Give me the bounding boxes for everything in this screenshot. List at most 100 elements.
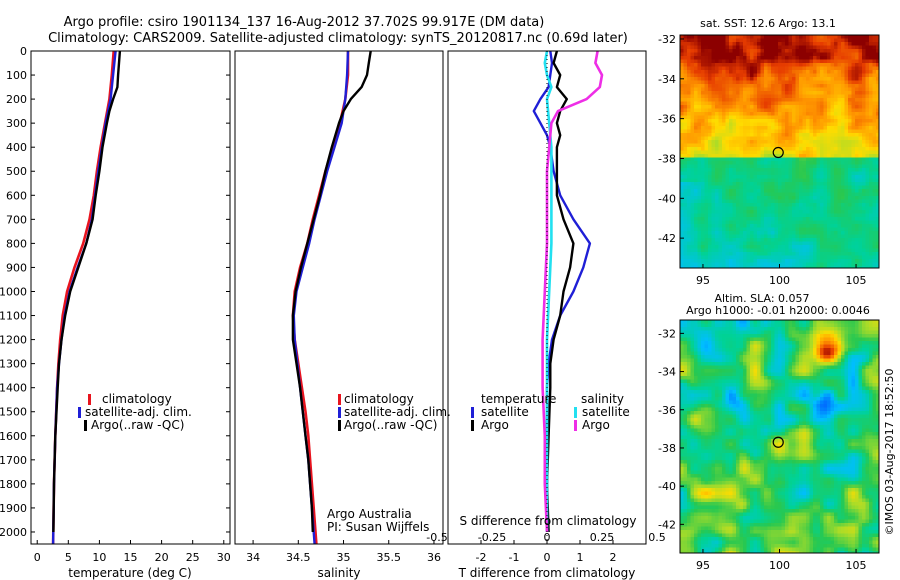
- legend-label-satellite: satellite-adj. clim.: [344, 405, 451, 419]
- map-y-tick-label: -40: [658, 192, 676, 205]
- x-tick-label: 10: [92, 551, 106, 564]
- legend-label-argo: Argo(..raw -QC): [91, 418, 184, 432]
- series-line-climatology: [291, 51, 350, 544]
- legend-swatch-salinity-satellite: [574, 407, 577, 418]
- legend-title-salinity: salinity: [581, 392, 624, 406]
- y-tick-label: 1800: [0, 478, 27, 491]
- s-diff-tick-label: -0.5: [426, 531, 447, 544]
- series-line-temperature-argo: [545, 51, 575, 533]
- difference-panel: -2 -1 0 1 2 -0.5 -0.25 0 0.25 0.5 S difference fr…: [426, 50, 666, 580]
- sst-map-title: sat. SST: 12.6 Argo: 13.1: [700, 17, 836, 30]
- salinity-annotation-line2: PI: Susan Wijffels: [327, 520, 429, 534]
- y-tick-label: 0: [20, 45, 27, 58]
- y-tick-label: 600: [6, 189, 27, 202]
- figure-title-line1: Argo profile: csiro 1901134_137 16-Aug-2…: [64, 15, 545, 30]
- legend-swatch-temperature-satellite: [471, 407, 474, 418]
- legend-swatch-temperature-argo: [471, 420, 474, 431]
- map-y-tick-label: -42: [658, 518, 676, 531]
- legend-swatch-satellite: [338, 407, 341, 418]
- argo-float-marker: [772, 436, 784, 448]
- x-tick-label: 25: [186, 551, 200, 564]
- map-x-tick-label: 105: [846, 274, 867, 287]
- legend-label-climatology: climatology: [102, 392, 172, 406]
- imos-timestamp: ©IMOS 03-Aug-2017 18:52:50: [883, 369, 896, 536]
- y-tick-label: 1600: [0, 430, 27, 443]
- sla-map-title-line1: Altim. SLA: 0.057: [714, 292, 809, 305]
- legend-swatch-argo: [338, 420, 341, 431]
- x-tick-label: 34: [246, 551, 260, 564]
- x-tick-label: 5: [65, 551, 72, 564]
- salinity-xlabel: salinity: [317, 566, 360, 580]
- difference-xlabel: T difference from climatology: [458, 566, 636, 580]
- legend-swatch-satellite: [78, 407, 81, 418]
- legend-swatch-climatology: [338, 394, 341, 405]
- series-line-temperature-satellite: [532, 51, 592, 532]
- x-tick-label: -1: [509, 551, 520, 564]
- map-y-tick-label: -34: [658, 366, 676, 379]
- difference-xlabel-top: S difference from climatology: [460, 514, 637, 528]
- x-tick-label: 0: [544, 551, 551, 564]
- map-x-tick-label: 100: [769, 559, 790, 572]
- argo-float-marker: [772, 146, 784, 159]
- legend-swatch-salinity-argo: [574, 420, 577, 431]
- map-y-tick-label: -34: [658, 73, 676, 86]
- y-tick-label: 1400: [0, 382, 27, 395]
- series-line-argo-raw-qc-: [291, 51, 372, 533]
- legend-swatch-argo: [84, 420, 87, 431]
- x-tick-label: 15: [124, 551, 138, 564]
- y-tick-label: 1300: [0, 358, 27, 371]
- map-y-tick-label: -40: [658, 480, 676, 493]
- s-diff-tick-label: 0: [544, 531, 551, 544]
- map-y-tick-label: -38: [658, 152, 676, 165]
- salinity-annotation-line1: Argo Australia: [327, 507, 412, 521]
- legend-label-climatology: climatology: [344, 392, 414, 406]
- salinity-axes-frame: [234, 50, 444, 545]
- legend-label-temperature-satellite: satellite: [481, 405, 529, 419]
- map-y-tick-label: -42: [658, 232, 676, 245]
- legend-title-temperature: temperature: [481, 392, 556, 406]
- y-tick-label: 1100: [0, 310, 27, 323]
- legend-label-argo: Argo(..raw -QC): [344, 418, 437, 432]
- y-tick-label: 200: [6, 93, 27, 106]
- series-line-argo-raw-qc-: [52, 51, 122, 533]
- temperature-panel: 0100200300400500600700800900100011001200…: [0, 45, 231, 580]
- s-diff-tick-label: -0.25: [478, 531, 506, 544]
- legend-label-salinity-argo: Argo: [582, 418, 610, 432]
- legend-swatch-climatology: [88, 394, 91, 405]
- map-x-tick-label: 95: [696, 274, 710, 287]
- legend-label-temperature-argo: Argo: [481, 418, 509, 432]
- temperature-legend: climatology satellite-adj. clim. Argo(..…: [78, 392, 192, 432]
- x-tick-label: 20: [155, 551, 169, 564]
- map-y-tick-label: -36: [658, 113, 676, 126]
- y-tick-label: 1000: [0, 285, 27, 298]
- y-tick-label: 800: [6, 237, 27, 250]
- legend-label-satellite: satellite-adj. clim.: [85, 405, 192, 419]
- x-tick-label: 34.5: [286, 551, 311, 564]
- map-x-tick-label: 95: [696, 559, 710, 572]
- temperature-axes-frame: [30, 50, 231, 545]
- y-tick-label: 1500: [0, 406, 27, 419]
- y-tick-label: 100: [6, 69, 27, 82]
- salinity-panel: 34 34.5 35 35.5 36 salinity climatology sate…: [234, 50, 451, 580]
- x-tick-label: 30: [217, 551, 231, 564]
- y-tick-label: 900: [6, 261, 27, 274]
- x-tick-label: 35: [337, 551, 351, 564]
- temperature-xlabel: temperature (deg C): [68, 566, 191, 580]
- x-tick-label: 35.5: [376, 551, 401, 564]
- map-x-tick-label: 105: [846, 559, 867, 572]
- x-tick-label: 1: [577, 551, 584, 564]
- x-tick-label: 2: [610, 551, 617, 564]
- y-tick-label: 1900: [0, 502, 27, 515]
- map-y-tick-label: -32: [658, 327, 676, 340]
- legend-label-salinity-satellite: satellite: [582, 405, 630, 419]
- x-tick-label: -2: [476, 551, 487, 564]
- y-tick-label: 1200: [0, 334, 27, 347]
- sla-map-panel: Altim. SLA: 0.057 Argo h1000: -0.01 h200…: [658, 292, 880, 572]
- map-y-tick-label: -38: [658, 442, 676, 455]
- salinity-legend: climatology satellite-adj. clim. Argo(..…: [338, 392, 451, 432]
- y-tick-label: 1700: [0, 454, 27, 467]
- y-tick-label: 700: [6, 213, 27, 226]
- x-tick-label: 36: [427, 551, 441, 564]
- y-tick-label: 400: [6, 141, 27, 154]
